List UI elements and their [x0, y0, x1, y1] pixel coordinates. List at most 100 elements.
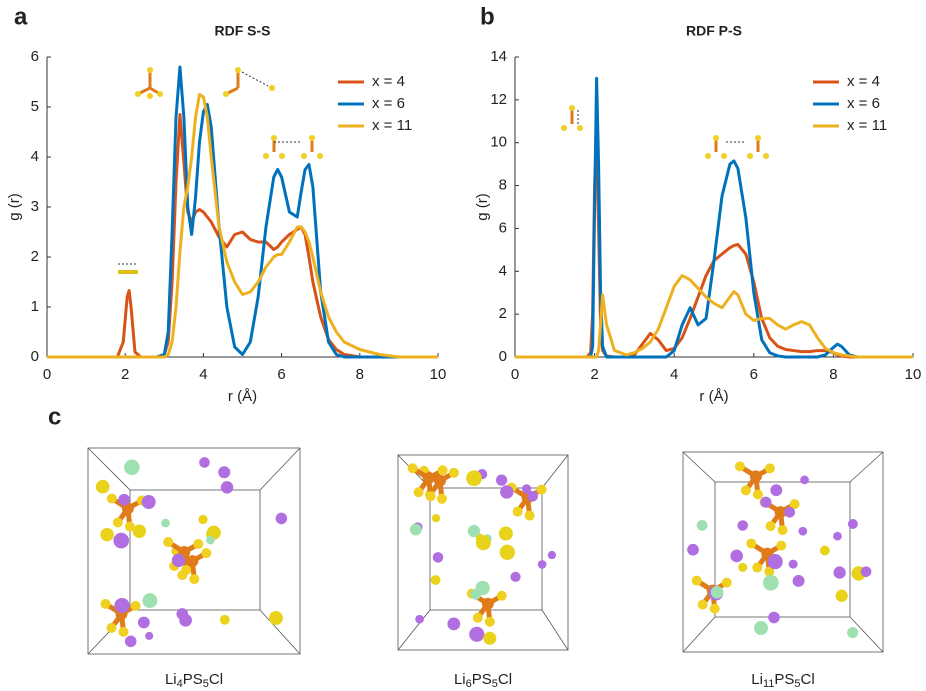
- atom: [784, 506, 796, 518]
- x-tick-label: 8: [829, 366, 837, 383]
- formula-part: Li: [165, 671, 177, 688]
- atom: [798, 526, 808, 536]
- atom: [498, 526, 513, 541]
- atom: [448, 467, 459, 478]
- atom: [847, 519, 858, 529]
- atom: [132, 524, 147, 538]
- atom: [527, 490, 538, 502]
- cell-inner: [129, 489, 261, 611]
- y-tick-label: 4: [499, 262, 507, 279]
- structure-caption: Li4PS5Cl: [165, 671, 223, 690]
- x-tick-label: 8: [356, 366, 364, 383]
- chart-title: RDF P-S: [686, 23, 742, 39]
- data-line: [47, 93, 438, 359]
- y-tick-label: 3: [31, 198, 39, 215]
- y-tick-label: 8: [499, 177, 507, 194]
- cell-edge: [682, 451, 716, 483]
- atom: [835, 589, 848, 602]
- cell-outer: [87, 447, 301, 655]
- atom: [447, 617, 461, 631]
- y-tick-label: 0: [31, 348, 39, 365]
- structure-caption: Li11PS5Cl: [751, 671, 814, 690]
- panel-label: a: [14, 3, 28, 30]
- atom: [746, 538, 757, 549]
- atom: [469, 626, 485, 642]
- atom: [833, 531, 842, 541]
- atom: [106, 493, 117, 504]
- atom: [764, 463, 775, 474]
- subscript: 5: [492, 678, 498, 690]
- cell-edge: [397, 609, 431, 651]
- atom: [171, 553, 186, 568]
- atom: [768, 611, 780, 624]
- x-tick-label: 6: [750, 366, 758, 383]
- atom: [161, 518, 170, 528]
- atom: [118, 626, 129, 637]
- structure-caption: Li6PS5Cl: [454, 671, 512, 690]
- legend-label: x = 6: [372, 95, 405, 112]
- cell-edge: [259, 609, 301, 655]
- atom: [770, 484, 783, 497]
- legend-label: x = 4: [372, 73, 405, 90]
- atom: [407, 463, 418, 474]
- atom: [500, 485, 514, 499]
- cell-edge: [541, 609, 569, 651]
- atom: [753, 621, 769, 636]
- y-tick-label: 10: [490, 134, 507, 151]
- atom: [697, 599, 708, 610]
- cell-outer: [397, 454, 569, 651]
- subscript: 5: [794, 678, 800, 690]
- atom: [833, 566, 846, 579]
- atom: [496, 590, 507, 601]
- atom: [118, 493, 130, 506]
- atom: [163, 537, 174, 548]
- atom: [436, 493, 447, 504]
- y-tick-label: 4: [31, 148, 39, 165]
- y-tick-label: 14: [490, 48, 507, 65]
- atom: [521, 484, 532, 494]
- atom: [100, 598, 111, 609]
- subscript: 11: [763, 678, 774, 690]
- atom: [767, 554, 783, 570]
- atom: [691, 575, 702, 586]
- atom: [275, 512, 288, 525]
- legend-label: x = 4: [847, 73, 880, 90]
- atom: [130, 600, 141, 611]
- atom: [100, 527, 114, 542]
- atom: [709, 603, 720, 614]
- atom: [760, 496, 772, 508]
- atom: [495, 474, 508, 486]
- atom: [430, 575, 441, 586]
- atom: [141, 495, 156, 509]
- atom: [475, 580, 490, 596]
- atom: [437, 465, 448, 476]
- cell-outer: [682, 451, 884, 653]
- formula-part: Cl: [801, 671, 815, 688]
- y-tick-label: 2: [499, 305, 507, 322]
- atom: [220, 481, 234, 494]
- cell-edge: [541, 454, 569, 489]
- atom: [201, 548, 212, 559]
- y-tick-label: 6: [31, 48, 39, 65]
- atom: [696, 519, 708, 531]
- atom: [113, 532, 130, 549]
- atom: [413, 487, 424, 498]
- atom: [432, 552, 444, 563]
- atom: [467, 524, 481, 538]
- atom: [774, 506, 787, 519]
- x-axis-label: r (Å): [228, 388, 257, 405]
- atom: [186, 555, 199, 568]
- y-tick-label: 0: [499, 348, 507, 365]
- formula-part: PS: [472, 671, 492, 688]
- atom: [124, 635, 137, 648]
- atom: [189, 574, 200, 585]
- formula-part: PS: [183, 671, 203, 688]
- atom: [763, 574, 779, 591]
- atom: [198, 514, 208, 525]
- x-tick-label: 10: [430, 366, 447, 383]
- x-tick-label: 2: [590, 366, 598, 383]
- atom: [206, 535, 215, 545]
- atom: [765, 521, 776, 532]
- atom: [472, 612, 483, 623]
- subscript: 6: [466, 678, 472, 690]
